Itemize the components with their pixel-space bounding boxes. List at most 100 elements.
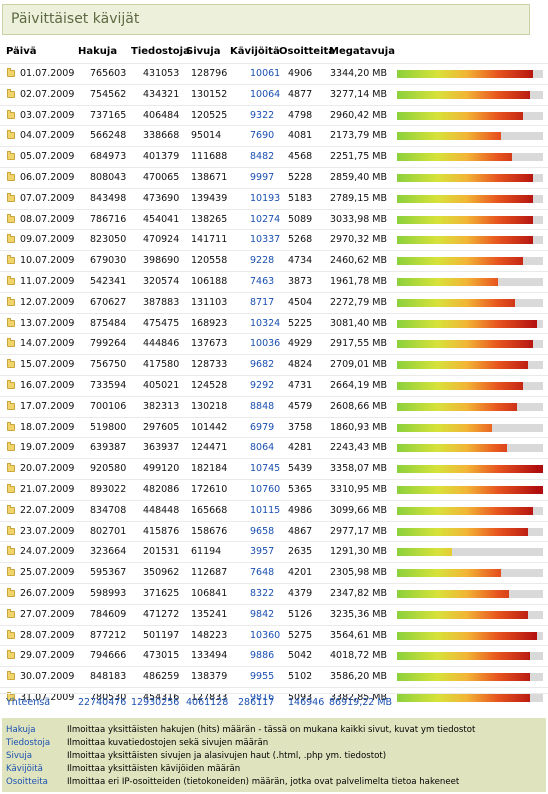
cell-pages: 130218 [191, 400, 228, 412]
cell-pages: 128796 [191, 68, 228, 79]
cell-pages: 106188 [191, 275, 228, 287]
cell-pages: 138379 [191, 671, 228, 683]
cell-mb: 2664,19 MB [330, 379, 388, 391]
cell-pages: 127833 [191, 691, 228, 703]
legend-desc: Ilmoittaa yksittäisten sivujen ja alasiv… [67, 751, 387, 761]
usage-bar [397, 589, 543, 598]
cell-day: 23.07.2009 [20, 525, 75, 537]
col-header-day: Päivä [6, 46, 37, 57]
cell-hits: 598993 [90, 587, 127, 599]
cell-pages: 168923 [191, 317, 228, 329]
cell-day: 03.07.2009 [20, 109, 75, 121]
cell-hits: 877212 [90, 629, 127, 641]
cell-mb: 3277,14 MB [330, 88, 388, 100]
daily-stats-table-body: 01.07.2009 765603 431053 128796 10061 4906 334… [0, 63, 548, 708]
cell-pages: 137673 [191, 338, 228, 350]
cell-mb: 2789,15 MB [330, 192, 388, 204]
usage-bar [397, 236, 543, 245]
cell-mb: 2305,98 MB [330, 567, 388, 579]
cell-mb: 1860,93 MB [330, 421, 388, 433]
folder-icon [7, 567, 15, 577]
cell-hits: 786716 [90, 213, 127, 225]
folder-icon [7, 275, 15, 285]
cell-files: 417580 [143, 359, 180, 371]
usage-bar-fill [397, 673, 530, 682]
table-row: 31.07.2009 780530 454316 127833 9816 5093 3382… [0, 686, 548, 708]
table-row: 19.07.2009 639387 363937 124471 8064 4281 2243… [0, 437, 548, 458]
cell-pages: 148223 [191, 629, 228, 641]
usage-bar [397, 485, 543, 494]
usage-bar-fill [397, 527, 529, 536]
table-row: 23.07.2009 802701 415876 158676 9658 4867 2977… [0, 520, 548, 542]
cell-visits: 9816 [250, 691, 275, 703]
folder-icon [7, 483, 15, 493]
cell-files: 448448 [143, 504, 180, 516]
legend-row-pages: Sivuja Ilmoittaa yksittäisten sivujen ja… [2, 751, 546, 764]
usage-bar-fill [397, 610, 529, 619]
usage-bar [397, 465, 543, 474]
usage-bar-fill [397, 90, 530, 99]
usage-bar [397, 423, 543, 432]
cell-visits: 9292 [250, 379, 275, 391]
cell-pages: 120558 [191, 255, 228, 267]
cell-hits: 737165 [90, 109, 127, 121]
cell-files: 471272 [143, 608, 180, 620]
table-row: 10.07.2009 679030 398690 120558 9228 4734 2460… [0, 250, 548, 271]
usage-bar [397, 693, 543, 702]
cell-mb: 2243,43 MB [330, 442, 388, 454]
table-row: 08.07.2009 786716 454041 138265 10274 5089 303… [0, 208, 548, 230]
cell-files: 486259 [143, 671, 180, 683]
cell-day: 05.07.2009 [20, 151, 75, 163]
cell-mb: 3081,40 MB [330, 317, 388, 329]
legend-desc: Ilmoittaa yksittäisten hakujen (hits) mä… [67, 725, 476, 735]
cell-sites: 5365 [288, 483, 313, 495]
col-header-sites: Osoitteita [279, 46, 336, 57]
cell-pages: 139439 [191, 192, 228, 204]
cell-files: 431053 [143, 68, 180, 79]
cell-visits: 10360 [250, 629, 281, 641]
usage-bar [397, 319, 543, 328]
cell-hits: 542341 [90, 275, 127, 287]
cell-sites: 2635 [288, 546, 313, 558]
usage-bar [397, 277, 543, 286]
cell-pages: 182184 [191, 463, 228, 475]
cell-mb: 2251,75 MB [330, 151, 388, 163]
cell-pages: 106841 [191, 587, 228, 599]
totals-mb: 86919,22 MB [329, 697, 393, 708]
usage-bar [397, 381, 543, 390]
cell-pages: 158676 [191, 525, 228, 537]
folder-icon [7, 608, 15, 618]
folder-icon [7, 88, 15, 98]
cell-sites: 5126 [288, 608, 313, 620]
cell-visits: 7690 [250, 130, 275, 142]
table-row: 14.07.2009 799264 444846 137673 10036 4929 291… [0, 333, 548, 354]
folder-icon [7, 192, 15, 202]
usage-bar-fill [397, 132, 501, 141]
cell-sites: 4824 [288, 359, 313, 371]
usage-bar-fill [397, 423, 492, 432]
totals-label: Yhteensä [6, 697, 51, 708]
usage-bar-fill [397, 70, 533, 78]
cell-pages: 101442 [191, 421, 228, 433]
cell-day: 22.07.2009 [20, 504, 75, 516]
table-row: 15.07.2009 756750 417580 128733 9682 4824 2709… [0, 354, 548, 375]
table-row: 24.07.2009 323664 201531 61194 3957 2635 1291,… [0, 541, 548, 562]
cell-day: 21.07.2009 [20, 483, 75, 495]
cell-day: 28.07.2009 [20, 629, 75, 641]
usage-bar-fill [397, 465, 543, 474]
cell-mb: 2859,40 MB [330, 171, 388, 183]
cell-files: 434321 [143, 88, 180, 100]
cell-hits: 823050 [90, 234, 127, 246]
cell-pages: 112687 [191, 567, 228, 579]
cell-sites: 4734 [288, 255, 313, 267]
cell-files: 350962 [143, 567, 180, 579]
cell-mb: 2608,66 MB [330, 400, 388, 412]
table-row: 12.07.2009 670627 387883 131103 8717 4504 2272… [0, 291, 548, 313]
col-header-hits: Hakuja [78, 46, 118, 57]
legend-term: Kävijöitä [6, 764, 43, 774]
usage-bar [397, 548, 543, 557]
usage-bar [397, 153, 543, 162]
cell-mb: 3310,95 MB [330, 483, 388, 495]
legend-term: Hakuja [6, 725, 36, 735]
cell-day: 26.07.2009 [20, 587, 75, 599]
